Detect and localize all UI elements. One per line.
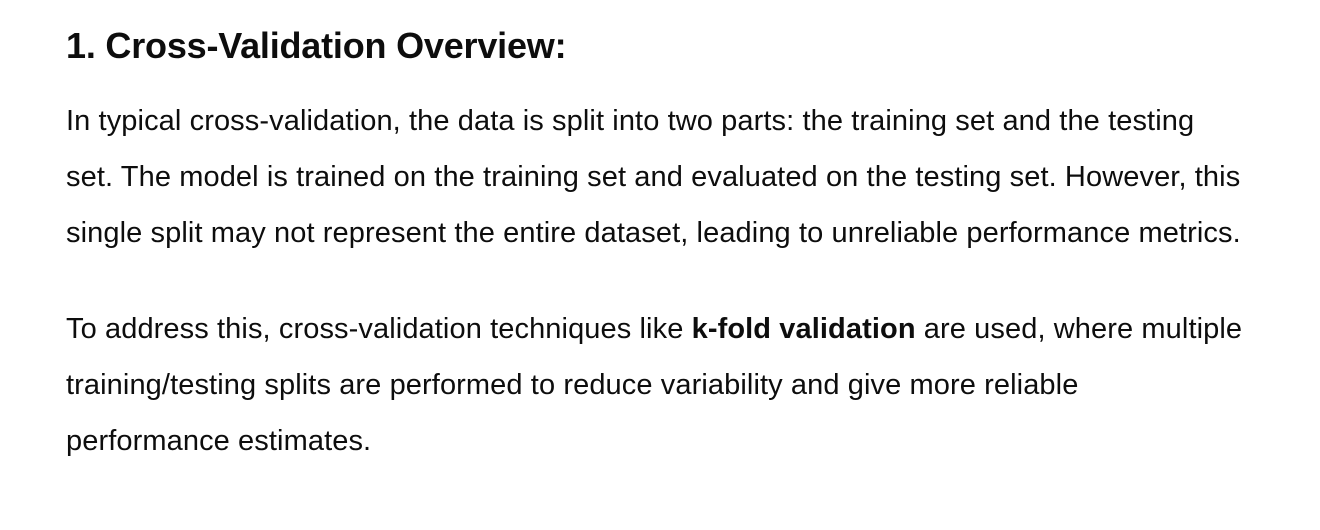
k-fold-validation-term: k-fold validation <box>691 313 916 345</box>
section-heading: 1. Cross-Validation Overview: <box>66 25 567 66</box>
paragraph-k-fold: To address this, cross-validation techni… <box>66 301 1246 469</box>
paragraph-k-fold-trailing-text: are used, where multiple training/testin… <box>66 313 1243 457</box>
document-content: 1. Cross-Validation Overview: In typical… <box>66 22 1266 469</box>
paragraph-k-fold-lead-text: To address this, cross-validation techni… <box>66 313 692 345</box>
paragraph-cross-validation-overview: In typical cross-validation, the data is… <box>66 105 1241 249</box>
